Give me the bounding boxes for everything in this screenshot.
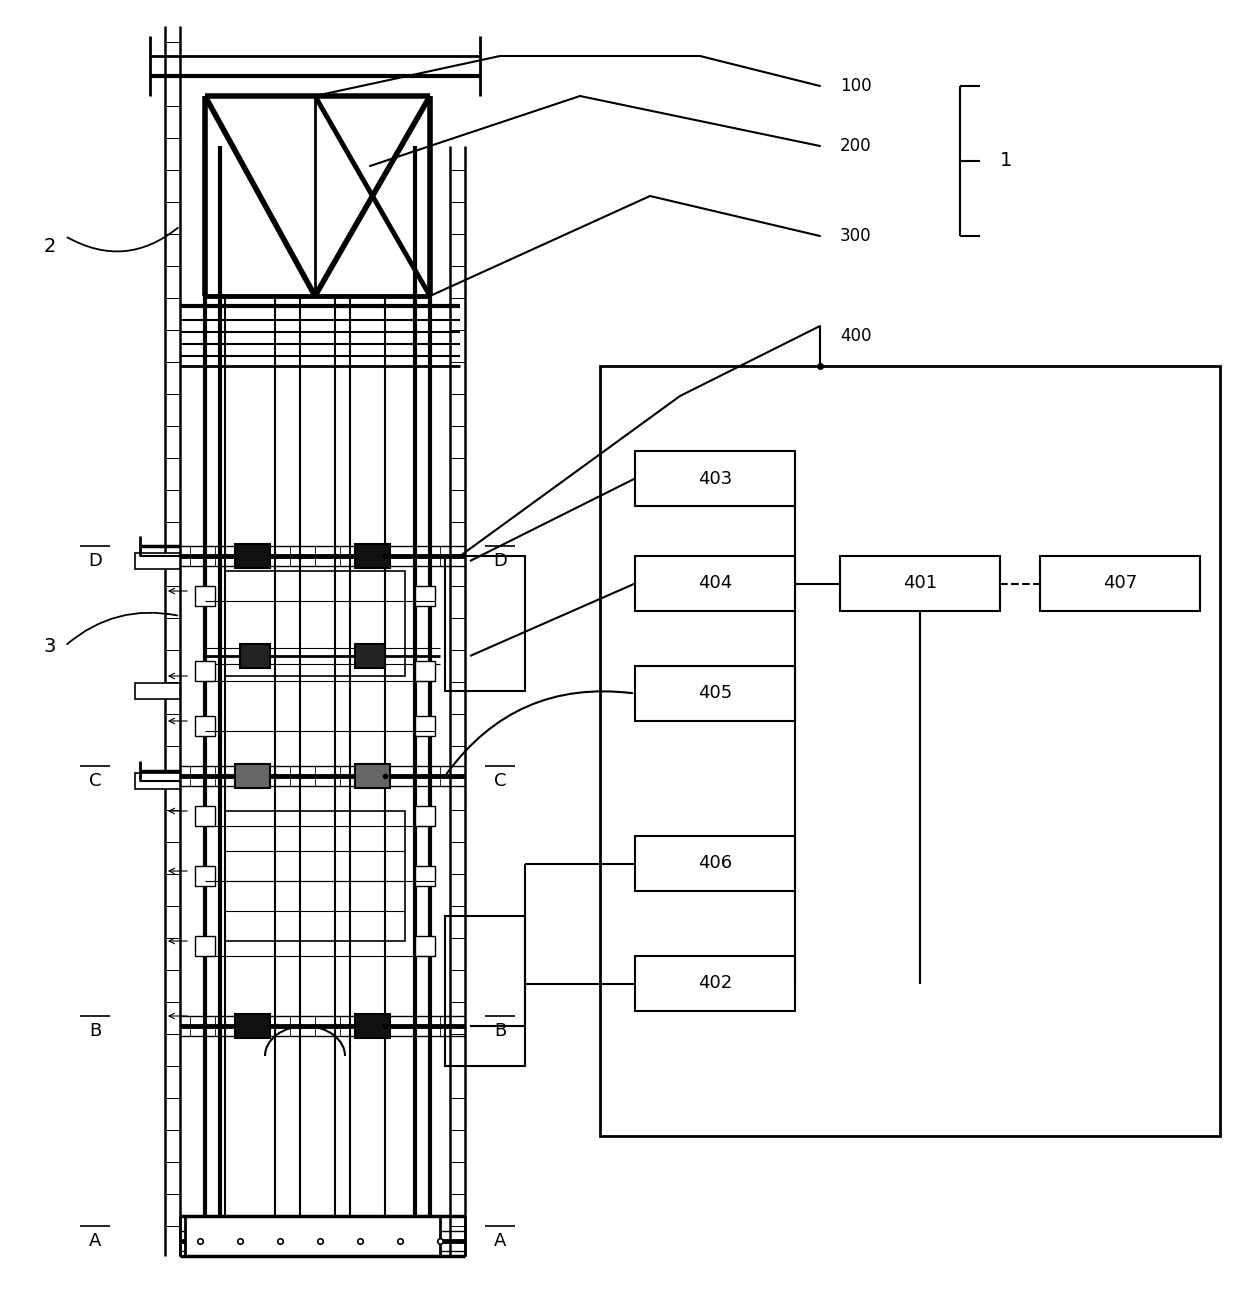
Text: 100: 100 (839, 76, 872, 95)
Bar (224, 572, 405, 677)
Bar (236, 544, 270, 568)
Text: B: B (89, 1023, 102, 1039)
Bar (839, 556, 999, 610)
Bar (415, 661, 435, 680)
Text: B: B (494, 1023, 506, 1039)
Text: 3: 3 (43, 636, 56, 656)
Bar (355, 644, 384, 667)
Bar (445, 916, 525, 1067)
Text: 403: 403 (698, 469, 732, 487)
Text: 400: 400 (839, 327, 872, 345)
Bar (1040, 556, 1200, 610)
Bar (600, 365, 1220, 1137)
Text: 1: 1 (999, 152, 1012, 171)
Bar (195, 936, 215, 956)
Text: C: C (494, 772, 506, 791)
Bar (355, 1013, 391, 1038)
Text: 405: 405 (698, 684, 732, 702)
Text: 200: 200 (839, 137, 872, 156)
Text: 404: 404 (698, 574, 732, 592)
Text: C: C (89, 772, 102, 791)
Bar (415, 806, 435, 826)
Bar (415, 715, 435, 736)
Text: 401: 401 (903, 574, 937, 592)
Bar (135, 553, 180, 569)
Bar (635, 956, 795, 1011)
Bar (195, 586, 215, 607)
Bar (195, 866, 215, 886)
Bar (195, 806, 215, 826)
Text: A: A (494, 1232, 506, 1251)
Bar (355, 544, 391, 568)
Bar (236, 765, 270, 788)
Bar (185, 1216, 440, 1256)
Bar (241, 644, 270, 667)
Bar (415, 866, 435, 886)
Text: A: A (89, 1232, 102, 1251)
Text: 407: 407 (1102, 574, 1137, 592)
Bar (635, 666, 795, 721)
Bar (635, 836, 795, 892)
Text: 2: 2 (43, 236, 56, 255)
Text: D: D (494, 552, 507, 570)
Text: 300: 300 (839, 227, 872, 245)
Bar (415, 936, 435, 956)
Bar (135, 772, 180, 789)
Bar (355, 765, 391, 788)
Text: D: D (88, 552, 102, 570)
Bar (445, 556, 525, 691)
Bar (195, 661, 215, 680)
Bar (135, 683, 180, 699)
Text: 402: 402 (698, 975, 732, 993)
Bar (224, 811, 405, 941)
Bar (415, 586, 435, 607)
Text: 406: 406 (698, 854, 732, 872)
Bar (236, 1013, 270, 1038)
Bar (635, 451, 795, 505)
Bar (635, 556, 795, 610)
Bar (195, 715, 215, 736)
